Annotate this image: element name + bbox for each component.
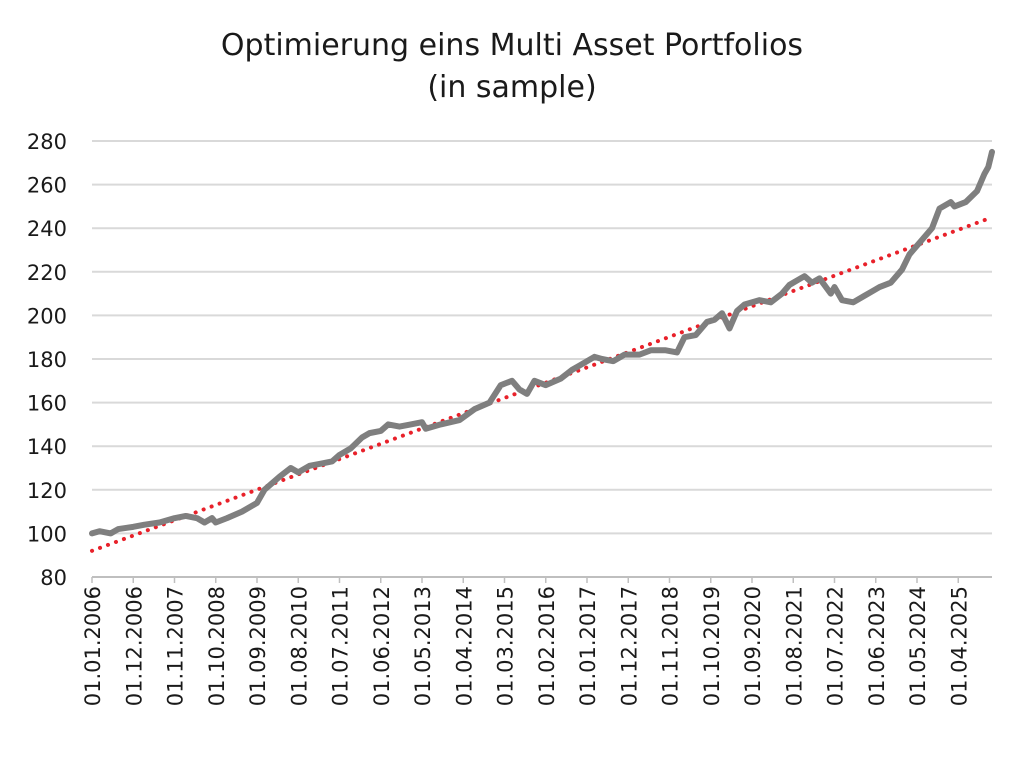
x-tick-label: 01.12.2006	[122, 586, 146, 706]
y-tick-label: 220	[27, 261, 67, 285]
x-tick-label: 01.07.2022	[824, 586, 848, 706]
x-tick-label: 01.06.2023	[865, 586, 889, 706]
y-tick-label: 260	[27, 174, 67, 198]
x-tick-label: 01.10.2019	[700, 586, 724, 706]
x-tick-label: 01.11.2018	[659, 586, 683, 706]
x-tick-label: 01.01.2017	[576, 586, 600, 706]
trend-line	[90, 215, 994, 553]
x-tick-label: 01.07.2011	[329, 586, 353, 706]
x-tick-label: 01.09.2020	[741, 586, 765, 706]
y-tick-label: 80	[40, 566, 67, 590]
x-tick-label: 01.10.2008	[205, 586, 229, 706]
y-tick-label: 140	[27, 435, 67, 459]
x-tick-label: 01.04.2025	[947, 586, 971, 706]
y-tick-label: 120	[27, 479, 67, 503]
y-axis-ticks: 80 100 120 140 160 180 200 220 240 260 280	[27, 130, 67, 590]
y-tick-label: 240	[27, 217, 67, 241]
x-tick-label: 01.11.2007	[164, 586, 188, 706]
x-tick-label: 01.12.2017	[617, 586, 641, 706]
x-axis-ticks: 01.01.2006 01.12.2006 01.11.2007 01.10.2008…	[81, 577, 971, 706]
chart-title: Optimierung eins Multi Asset Portfolios	[221, 28, 803, 63]
x-tick-label: 01.08.2010	[287, 586, 311, 706]
x-tick-label: 01.05.2024	[906, 586, 930, 706]
x-tick-label: 01.01.2006	[81, 586, 105, 706]
x-tick-label: 01.09.2009	[246, 586, 270, 706]
x-tick-label: 01.04.2014	[452, 586, 476, 706]
series-line	[89, 148, 995, 537]
x-tick-label: 01.06.2012	[370, 586, 394, 706]
x-tick-label: 01.03.2015	[494, 586, 518, 706]
y-tick-label: 160	[27, 392, 67, 416]
x-tick-label: 01.08.2021	[782, 586, 806, 706]
x-tick-label: 01.02.2016	[535, 586, 559, 706]
y-tick-label: 280	[27, 130, 67, 154]
gridlines	[92, 140, 992, 535]
y-tick-label: 100	[27, 522, 67, 546]
chart-subtitle: (in sample)	[427, 70, 596, 105]
y-tick-label: 200	[27, 304, 67, 328]
x-tick-label: 01.05.2013	[411, 586, 435, 706]
y-tick-label: 180	[27, 348, 67, 372]
